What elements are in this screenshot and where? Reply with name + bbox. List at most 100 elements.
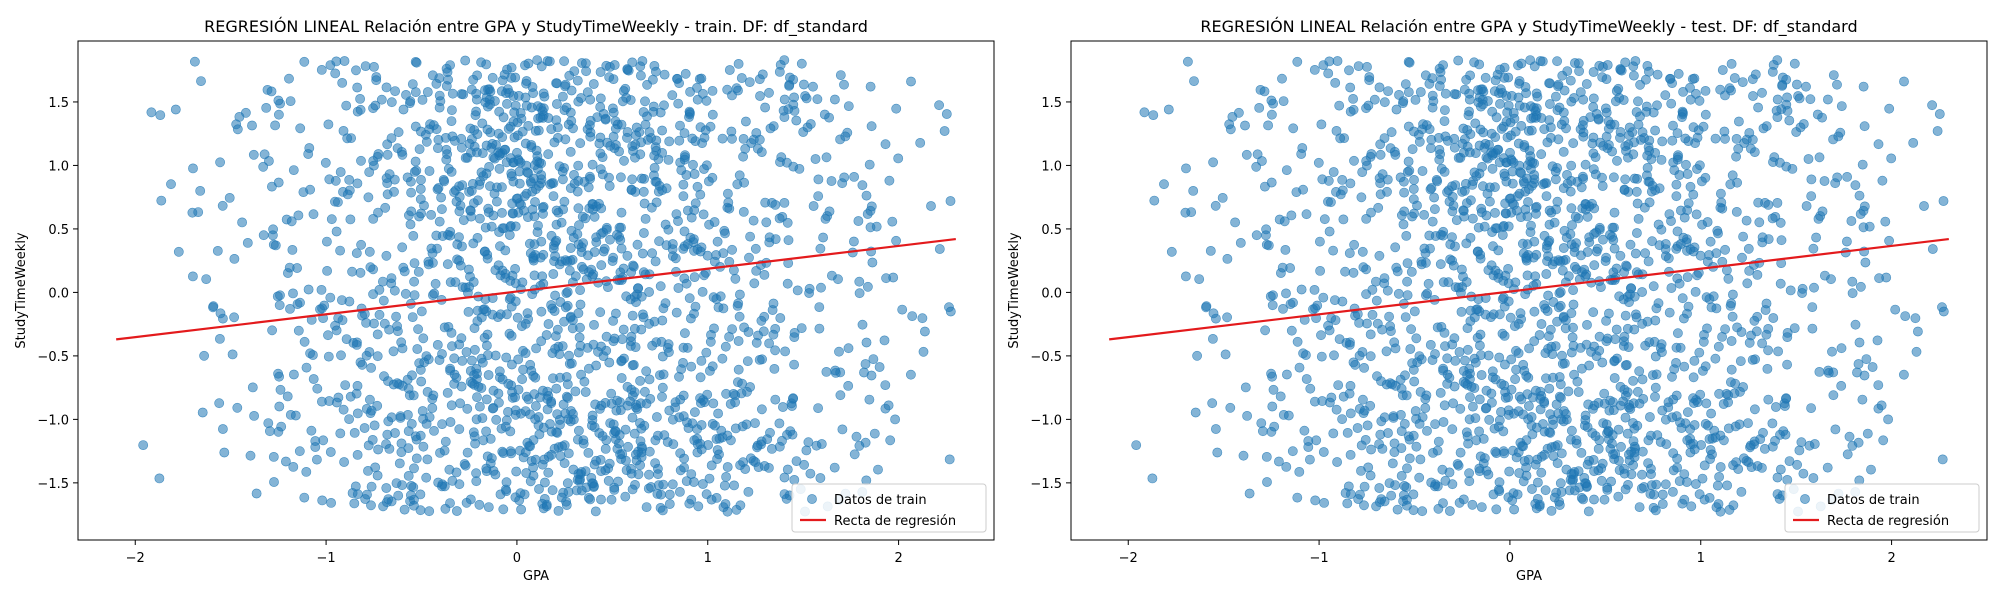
data-point xyxy=(734,311,745,322)
data-point xyxy=(518,345,528,356)
data-point xyxy=(542,56,553,66)
data-point xyxy=(1344,339,1355,350)
data-point xyxy=(1205,245,1216,256)
data-point xyxy=(433,134,444,145)
data-point xyxy=(465,205,476,216)
data-point xyxy=(338,125,349,136)
data-point xyxy=(196,76,206,86)
data-point xyxy=(707,109,718,120)
data-point xyxy=(1181,271,1191,282)
data-point xyxy=(370,100,381,111)
data-point xyxy=(457,241,467,252)
data-point xyxy=(466,355,477,366)
data-point xyxy=(1149,195,1160,206)
data-point xyxy=(1580,204,1591,215)
data-point xyxy=(1665,73,1675,84)
data-point xyxy=(1817,112,1827,123)
data-point xyxy=(1523,454,1534,465)
data-point xyxy=(775,313,786,323)
data-point xyxy=(323,330,333,341)
data-point xyxy=(450,277,461,288)
data-point xyxy=(1309,284,1320,295)
data-point xyxy=(596,494,606,505)
data-point xyxy=(591,455,601,466)
data-point xyxy=(1822,462,1833,473)
data-point xyxy=(585,115,596,126)
data-point xyxy=(1552,56,1562,67)
data-point xyxy=(1479,221,1490,232)
data-point xyxy=(442,229,453,240)
data-point xyxy=(1666,283,1677,293)
data-point xyxy=(1601,74,1612,84)
data-point xyxy=(647,248,657,259)
data-point xyxy=(639,228,649,238)
data-point xyxy=(1458,205,1469,216)
data-point xyxy=(1890,304,1901,315)
data-point xyxy=(1666,98,1677,109)
data-point xyxy=(1513,406,1524,416)
data-point xyxy=(1502,132,1513,143)
data-point xyxy=(849,171,859,182)
data-point xyxy=(215,308,226,319)
data-point xyxy=(430,278,441,289)
data-point xyxy=(1724,83,1735,94)
data-point xyxy=(1348,94,1358,104)
data-point xyxy=(829,462,840,473)
data-point xyxy=(1220,349,1231,360)
data-point xyxy=(741,116,751,127)
data-point xyxy=(1646,430,1656,441)
data-point xyxy=(416,376,427,387)
data-point xyxy=(1532,91,1543,102)
data-point xyxy=(590,506,601,517)
data-point xyxy=(1702,323,1712,334)
data-point xyxy=(1808,243,1819,254)
data-point xyxy=(549,256,559,267)
data-point xyxy=(1332,457,1342,467)
data-point xyxy=(815,473,826,483)
data-point xyxy=(1648,107,1659,118)
data-point xyxy=(188,163,198,174)
data-point xyxy=(1345,408,1356,419)
data-point xyxy=(472,392,482,402)
data-point xyxy=(712,236,723,247)
data-point xyxy=(1536,149,1547,160)
data-point xyxy=(1208,308,1219,319)
data-point xyxy=(1623,342,1634,352)
data-point xyxy=(330,196,340,207)
data-point xyxy=(1744,337,1755,348)
data-point xyxy=(1470,118,1481,129)
data-point xyxy=(1461,277,1472,287)
data-point xyxy=(331,397,342,408)
data-point xyxy=(1432,322,1443,333)
data-point xyxy=(1325,397,1335,408)
data-point xyxy=(1754,217,1765,228)
data-point xyxy=(1369,94,1380,105)
data-point xyxy=(1423,278,1434,289)
data-point xyxy=(1356,465,1366,476)
data-point xyxy=(945,196,956,206)
data-point xyxy=(1685,447,1696,458)
data-point xyxy=(741,419,752,430)
data-point xyxy=(546,124,557,135)
data-point xyxy=(1690,286,1701,297)
data-point xyxy=(410,121,421,132)
data-point xyxy=(748,134,759,145)
data-point xyxy=(604,181,615,191)
data-point xyxy=(494,227,504,237)
data-point xyxy=(564,265,575,276)
data-point xyxy=(1402,290,1413,300)
data-point xyxy=(1913,326,1923,337)
data-point xyxy=(1633,386,1643,397)
data-point xyxy=(1705,445,1716,455)
data-point xyxy=(813,191,824,201)
data-point xyxy=(1648,502,1659,513)
data-point xyxy=(1409,376,1420,387)
data-point xyxy=(1606,476,1616,487)
data-point xyxy=(1557,70,1568,81)
data-point xyxy=(1622,387,1633,398)
data-point xyxy=(1393,288,1404,299)
data-point xyxy=(373,444,383,455)
data-point xyxy=(1435,259,1446,270)
data-point xyxy=(381,250,392,261)
data-point xyxy=(1877,175,1888,186)
